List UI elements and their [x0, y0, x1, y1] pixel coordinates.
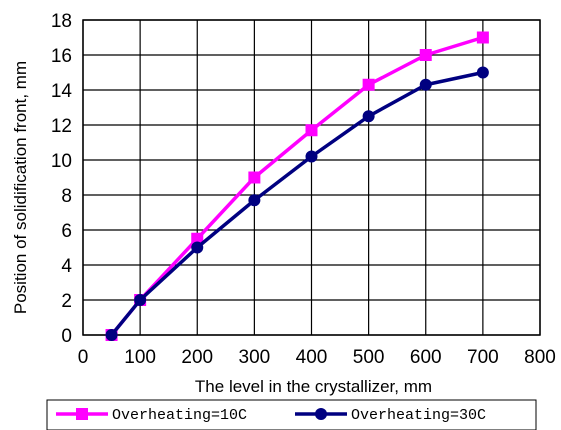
legend-label-1: Overheating=10C [112, 407, 247, 424]
data-point-circle [134, 294, 147, 306]
data-point-square [305, 124, 318, 137]
plot-area-frame [82, 19, 541, 336]
y-tick-label: 18 [51, 11, 72, 32]
x-tick-label: 500 [353, 347, 385, 368]
y-axis-ticks: 0 2 4 6 8 10 12 14 16 18 [51, 11, 73, 347]
series-1 [105, 31, 489, 341]
data-point-circle [191, 241, 204, 254]
series-line [110, 70, 484, 337]
x-tick-label: 300 [239, 347, 271, 368]
legend-marker-square [76, 408, 88, 420]
x-axis-ticks: 0 100 200 300 400 500 600 700 800 [78, 347, 556, 368]
x-tick-label: 200 [181, 347, 213, 368]
data-point-square [476, 31, 489, 44]
legend-box [46, 399, 537, 430]
legend-marker-circle [315, 408, 327, 420]
legend-label-2: Overheating=30C [351, 407, 486, 424]
y-tick-label: 8 [61, 186, 72, 207]
data-point-square [191, 232, 204, 245]
data-point-circle [105, 329, 118, 341]
series-group [105, 31, 489, 341]
x-tick-label: 0 [78, 347, 89, 368]
x-axis-label: The level in the crystallizer, mm [195, 377, 432, 396]
y-axis-label: Position of solidification front, mm [11, 61, 30, 314]
y-tick-label: 6 [61, 221, 72, 242]
legend-items: Overheating=10C Overheating=30C [56, 407, 486, 424]
legend: Overheating=10C Overheating=30C [46, 399, 537, 430]
x-tick-label: 400 [296, 347, 328, 368]
data-point-circle [305, 150, 318, 163]
series-2 [105, 66, 489, 341]
data-point-circle [362, 110, 375, 123]
data-point-circle [419, 78, 432, 91]
x-tick-label: 100 [124, 347, 156, 368]
data-point-circle [476, 66, 489, 79]
y-tick-label: 12 [51, 116, 72, 137]
x-tick-label: 600 [410, 347, 442, 368]
y-tick-label: 14 [51, 81, 73, 102]
x-tick-label: 800 [524, 347, 556, 368]
data-point-circle [248, 194, 261, 207]
y-tick-label: 2 [61, 291, 72, 312]
y-tick-label: 10 [51, 151, 72, 172]
data-point-square [248, 171, 261, 184]
y-tick-label: 16 [51, 46, 72, 67]
data-point-square [362, 78, 375, 91]
x-tick-label: 700 [467, 347, 499, 368]
data-point-square [419, 49, 432, 61]
y-tick-label: 0 [61, 326, 72, 347]
y-tick-label: 4 [61, 256, 72, 277]
